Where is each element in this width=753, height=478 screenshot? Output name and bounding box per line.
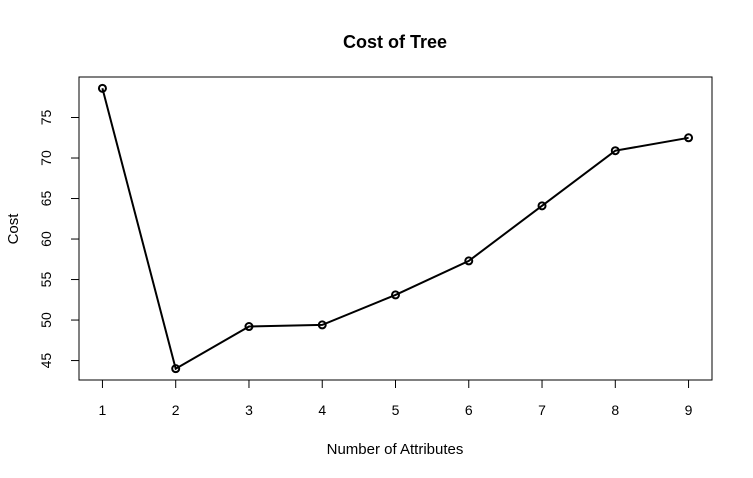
x-tick-label: 2	[172, 402, 180, 418]
y-tick-label: 50	[38, 312, 54, 328]
x-tick-label: 7	[538, 402, 546, 418]
x-tick-label: 1	[99, 402, 107, 418]
data-point	[317, 320, 327, 330]
y-axis: 45 50 55 60 65 70 75	[38, 110, 80, 369]
x-tick-label: 3	[245, 402, 253, 418]
y-tick-label: 70	[38, 150, 54, 166]
y-tick-label: 60	[38, 231, 54, 247]
series-line	[101, 88, 689, 371]
x-axis: 1 2 3 4 5 6 7 8 9	[99, 379, 693, 418]
series-group	[97, 83, 694, 374]
x-tick-label: 5	[392, 402, 400, 418]
x-axis-label: Number of Attributes	[327, 441, 464, 458]
data-point	[464, 256, 474, 266]
plot-frame	[78, 76, 713, 381]
data-point	[171, 364, 181, 374]
data-point	[684, 133, 694, 143]
data-point	[97, 83, 107, 93]
data-point	[610, 146, 620, 156]
x-tick-label: 9	[685, 402, 693, 418]
x-tick-label: 8	[611, 402, 619, 418]
y-axis-label: Cost	[5, 213, 22, 245]
data-point	[244, 322, 254, 332]
data-point	[537, 201, 547, 211]
y-tick-label: 55	[38, 272, 54, 288]
x-tick-label: 6	[465, 402, 473, 418]
y-tick-label: 65	[38, 191, 54, 207]
y-tick-label: 45	[38, 353, 54, 369]
chart-title: Cost of Tree	[343, 32, 447, 52]
y-tick-label: 75	[38, 110, 54, 126]
x-tick-label: 4	[318, 402, 326, 418]
data-point	[391, 290, 400, 300]
